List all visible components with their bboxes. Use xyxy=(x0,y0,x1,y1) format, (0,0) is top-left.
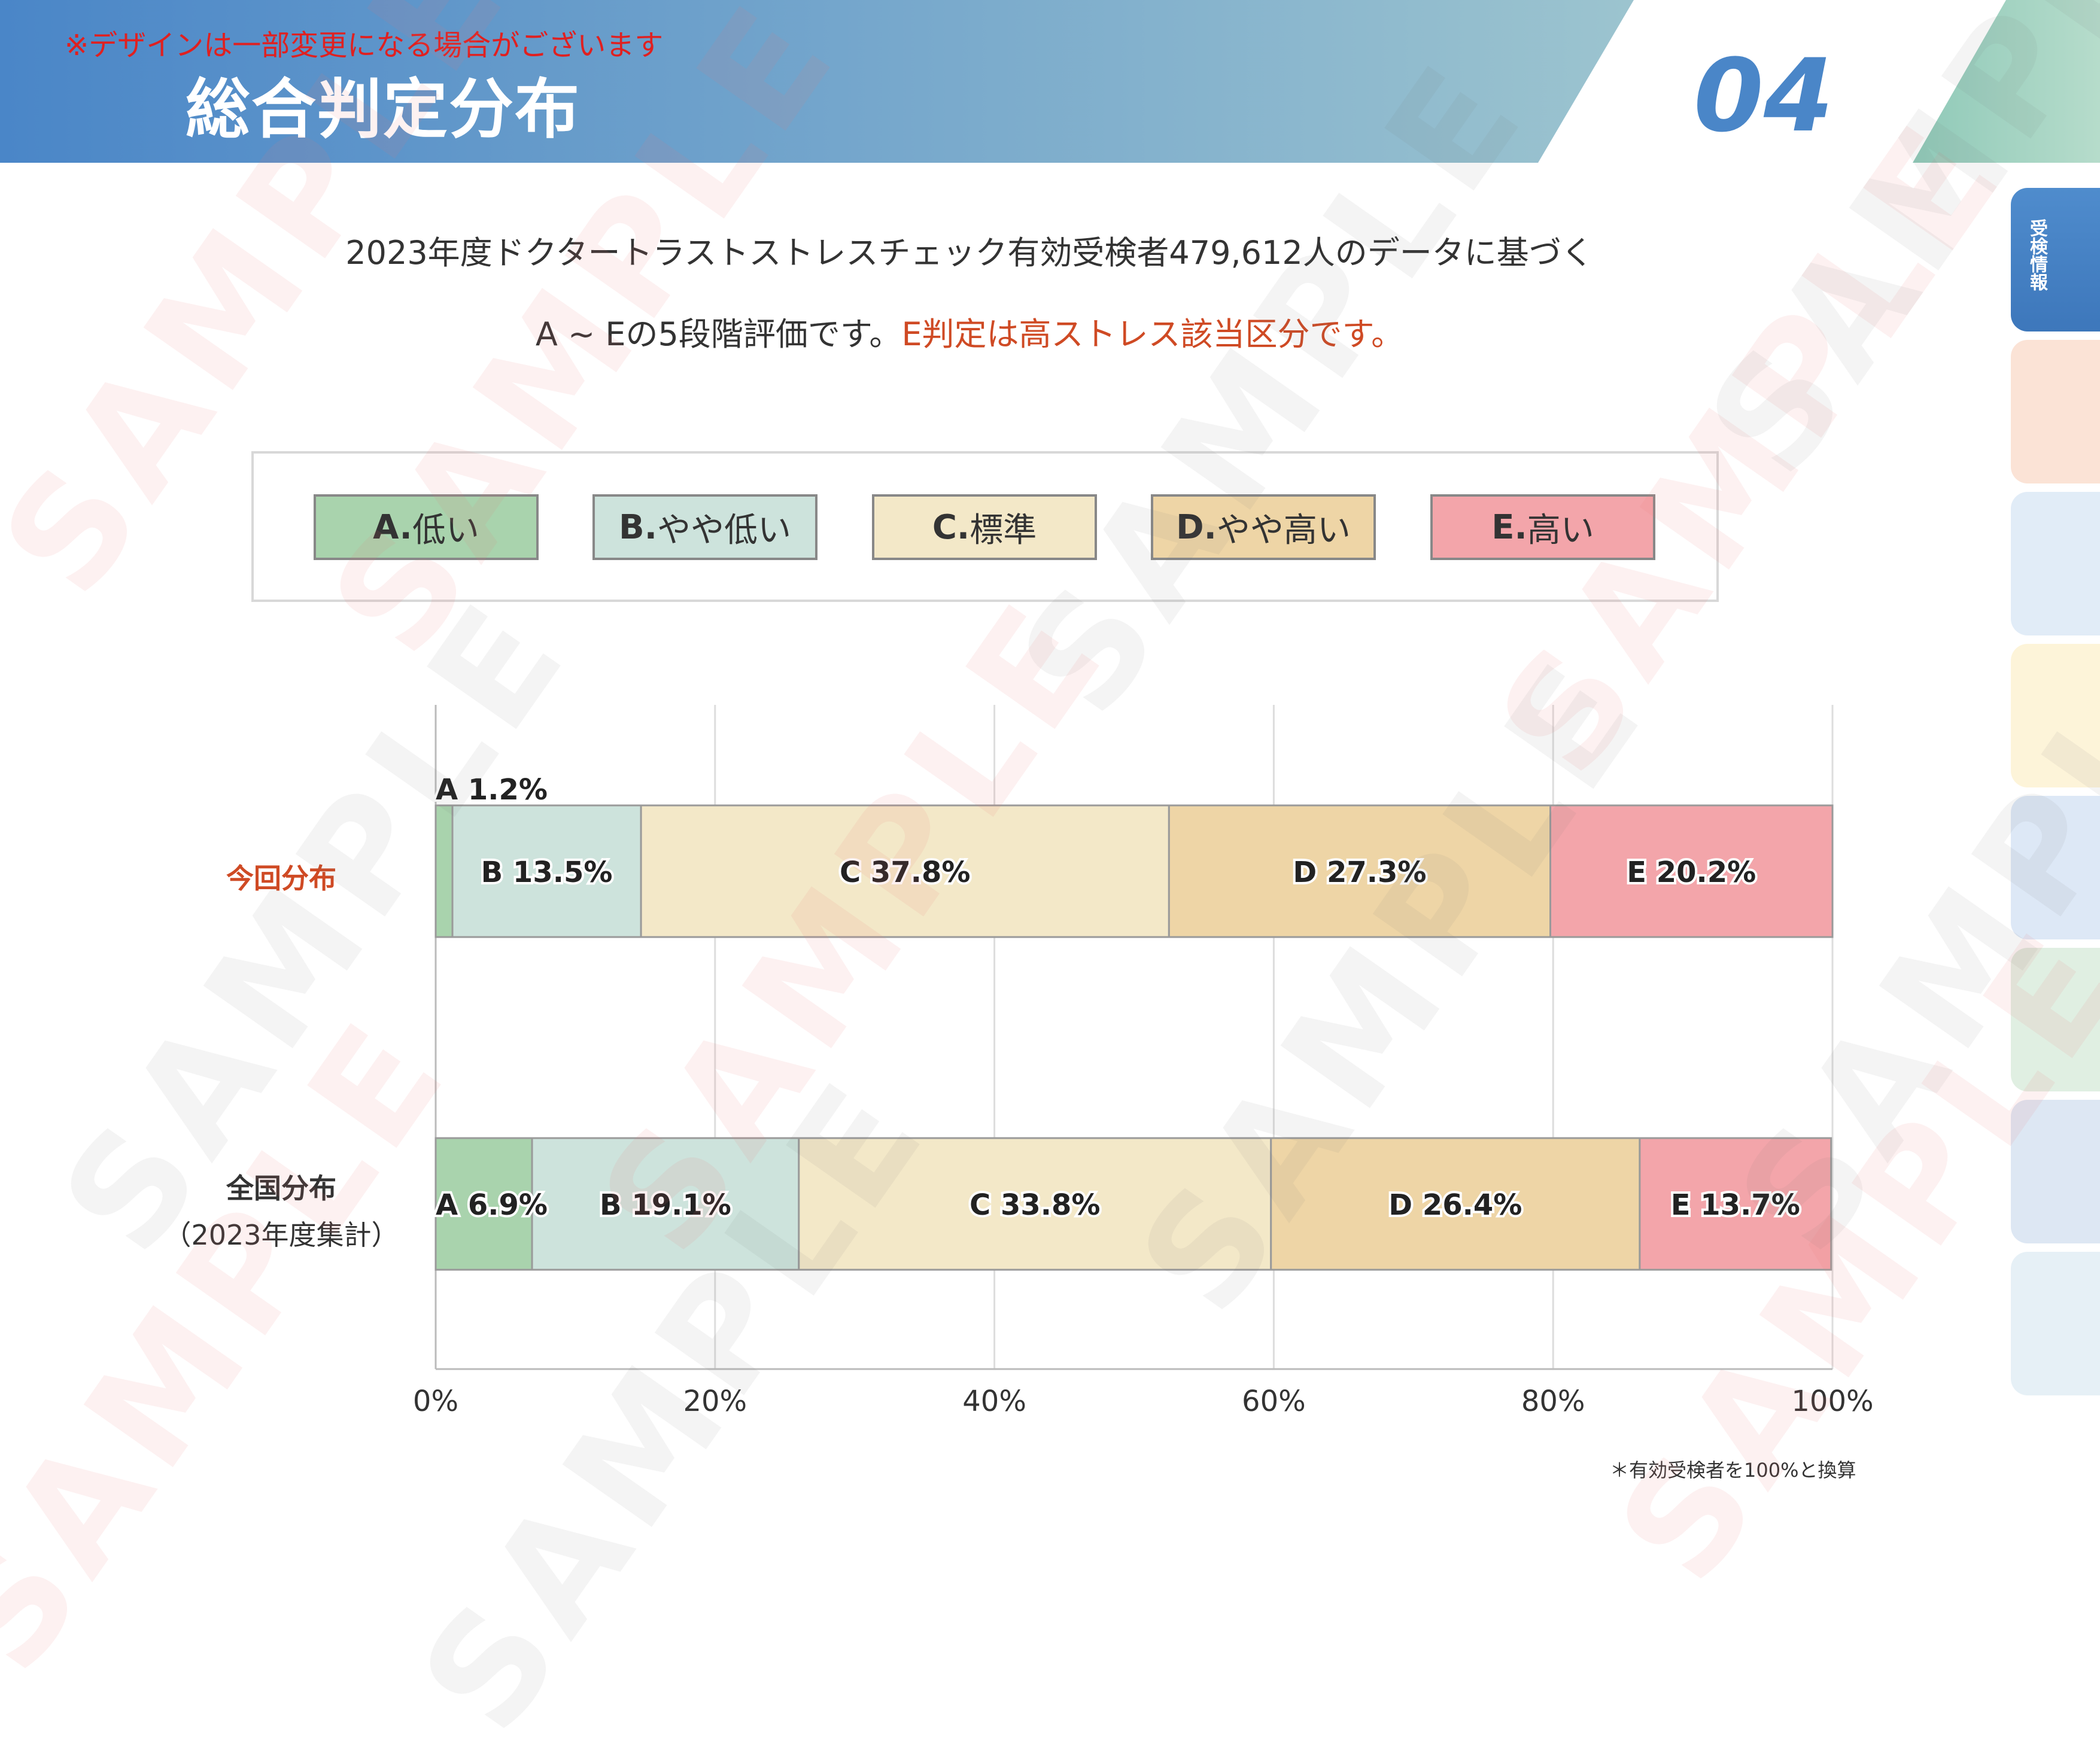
legend-letter-c: C. xyxy=(932,507,970,547)
header-banner: ※デザインは一部変更になる場合がございます 総合判定分布 04 xyxy=(0,0,2100,163)
data-label-1-b: B 19.1% xyxy=(600,1188,731,1222)
row-label-current: 今回分布 xyxy=(180,857,383,896)
legend-item-b: B. やや低い xyxy=(592,494,817,560)
description-line-2: A ~ Eの5段階評価です。E判定は高ストレス該当区分です。 xyxy=(0,308,1939,355)
legend-item-e: E. 高い xyxy=(1430,494,1655,560)
bar-1-segment-c xyxy=(798,1137,1272,1271)
description-accent: E判定は高ストレス該当区分です。 xyxy=(901,315,1404,353)
data-label-0-a: A 1.2% xyxy=(436,773,548,807)
x-tick-label-1: 20% xyxy=(683,1385,747,1418)
row-label-national-text: 全国分布 xyxy=(226,1172,336,1205)
side-tab-active-label: 受検情報 xyxy=(2026,219,2047,291)
bar-1-segment-b xyxy=(531,1137,800,1271)
legend-text-d: やや高い xyxy=(1216,510,1351,550)
description-line-1: 2023年度ドクタートラストストレスチェック有効受検者479,612人のデータに… xyxy=(345,234,1594,272)
bar-0-segment-e xyxy=(1549,804,1834,938)
x-tick-label-0: 0% xyxy=(413,1385,458,1418)
x-tick-label-2: 40% xyxy=(962,1385,1026,1418)
side-tab-7[interactable] xyxy=(2011,1100,2100,1243)
legend-letter-e: E. xyxy=(1491,507,1527,547)
data-label-1-c: C 33.8% xyxy=(970,1188,1100,1222)
watermark-text: SAMPLE xyxy=(0,986,484,1702)
bar-0-segment-c xyxy=(640,804,1170,938)
side-tab-3[interactable] xyxy=(2011,492,2100,635)
data-label-0-d: D 27.3% xyxy=(1293,856,1426,889)
legend-text-a: 低い xyxy=(412,510,479,550)
legend-item-d: D. やや高い xyxy=(1151,494,1376,560)
stacked-bar-chart: 0% 20% 40% 60% 80% 100% A 1.2% B 13.5% C 37.8% D … xyxy=(413,705,1874,1418)
header-corner-accent xyxy=(1913,0,2100,163)
design-change-notice: ※デザインは一部変更になる場合がございます xyxy=(65,29,664,62)
row-label-national-sub: （2023年度集計） xyxy=(163,1219,399,1251)
side-tab-2[interactable] xyxy=(2011,340,2100,483)
legend-text-e: 高い xyxy=(1527,510,1594,550)
legend-letter-a: A. xyxy=(373,507,412,547)
watermark-text: SAMPLE xyxy=(388,1045,962,1761)
watermark-text: SAMPLE xyxy=(1465,88,2040,804)
data-label-1-a: A 6.9% xyxy=(436,1188,548,1222)
legend-text-c: 標準 xyxy=(970,510,1037,550)
x-tick-label-5: 100% xyxy=(1791,1385,1873,1418)
legend-text-b: やや低い xyxy=(657,510,791,550)
legend-item-c: C. 標準 xyxy=(872,494,1097,560)
footnote: ＊有効受検者を100%と換算 xyxy=(1610,1459,1856,1482)
bar-0-segment-b xyxy=(451,804,642,938)
legend-letter-b: B. xyxy=(619,507,657,547)
page-title: 総合判定分布 xyxy=(186,72,581,147)
side-tab-8[interactable] xyxy=(2011,1252,2100,1395)
data-label-1-e: E 13.7% xyxy=(1671,1188,1800,1222)
row-label-current-text: 今回分布 xyxy=(226,862,336,895)
header-background xyxy=(0,0,2100,163)
legend-letter-d: D. xyxy=(1176,507,1217,547)
side-tab-4[interactable] xyxy=(2011,644,2100,787)
bar-0-segment-a xyxy=(434,804,454,938)
bar-1-segment-d xyxy=(1270,1137,1641,1271)
data-label-1-d: D 26.4% xyxy=(1388,1188,1522,1222)
page-number: 04 xyxy=(1694,37,1834,154)
side-tab-5[interactable] xyxy=(2011,796,2100,939)
x-tick-label-4: 80% xyxy=(1521,1385,1585,1418)
bar-1-segment-a xyxy=(434,1137,533,1271)
data-label-0-b: B 13.5% xyxy=(481,856,613,889)
side-tab-6[interactable] xyxy=(2011,948,2100,1091)
x-tick-label-3: 60% xyxy=(1242,1385,1306,1418)
legend-item-a: A. 低い xyxy=(314,494,539,560)
bar-0-segment-d xyxy=(1168,804,1552,938)
side-tab-active[interactable] xyxy=(2011,188,2100,331)
row-label-national: 全国分布 （2023年度集計） xyxy=(150,1167,413,1253)
header-gradient-band xyxy=(0,0,1634,163)
bar-1-segment-e xyxy=(1639,1137,1832,1271)
data-label-0-e: E 20.2% xyxy=(1627,856,1756,889)
watermark-text: SAMPLE xyxy=(1106,626,1680,1343)
watermark-text: SAMPLE xyxy=(567,567,1142,1283)
description-plain: A ~ Eの5段階評価です。 xyxy=(535,315,902,353)
data-label-0-c: C 37.8% xyxy=(840,856,970,889)
